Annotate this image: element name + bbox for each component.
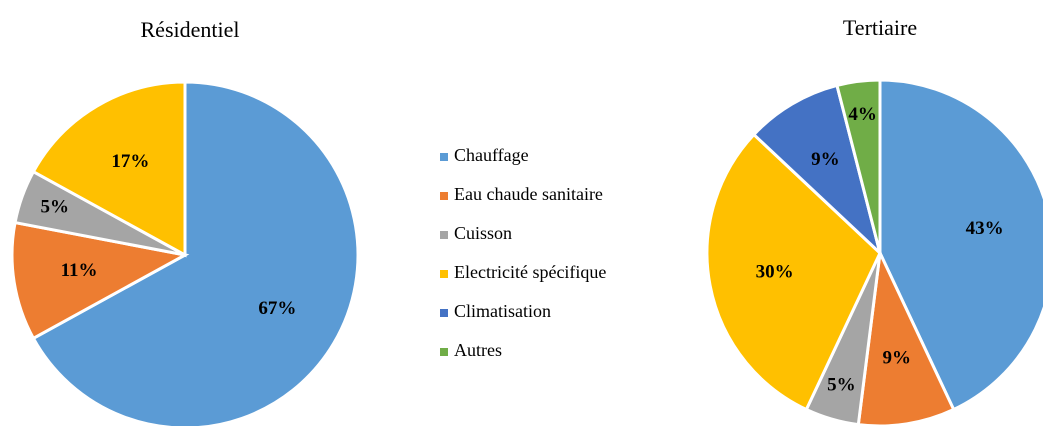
value-label: 30% [756, 261, 794, 282]
legend-swatch [440, 231, 448, 239]
legend-swatch [440, 270, 448, 278]
legend-swatch [440, 153, 448, 161]
legend-label: Electricité spécifique [454, 262, 606, 282]
pie-slice [751, 83, 883, 258]
pie-slice [878, 78, 1043, 412]
legend-label: Autres [454, 340, 502, 360]
pie-slice [835, 78, 882, 254]
value-label: 9% [883, 347, 912, 368]
value-label: 43% [966, 218, 1004, 239]
chart-title: Résidentiel [141, 17, 240, 42]
value-label: 4% [848, 104, 877, 125]
pie-slice [31, 80, 187, 258]
value-label: 17% [111, 151, 149, 172]
pie-slice [856, 247, 956, 426]
pie-slice [705, 132, 882, 412]
value-label: 67% [258, 298, 296, 319]
legend-label: Climatisation [454, 301, 551, 321]
legend-label: Eau chaude sanitaire [454, 184, 603, 204]
legend-swatch [440, 309, 448, 317]
value-label: 5% [827, 374, 856, 395]
value-label: 11% [61, 260, 98, 281]
chart-title: Tertiaire [843, 15, 917, 40]
legend-swatch [440, 192, 448, 200]
legend-swatch [440, 348, 448, 356]
pie-slice [10, 220, 190, 341]
legend-label: Cuisson [454, 223, 512, 243]
value-label: 9% [811, 149, 840, 170]
legend-label: Chauffage [454, 145, 529, 165]
pie-slice [31, 80, 360, 426]
value-label: 5% [41, 196, 70, 217]
